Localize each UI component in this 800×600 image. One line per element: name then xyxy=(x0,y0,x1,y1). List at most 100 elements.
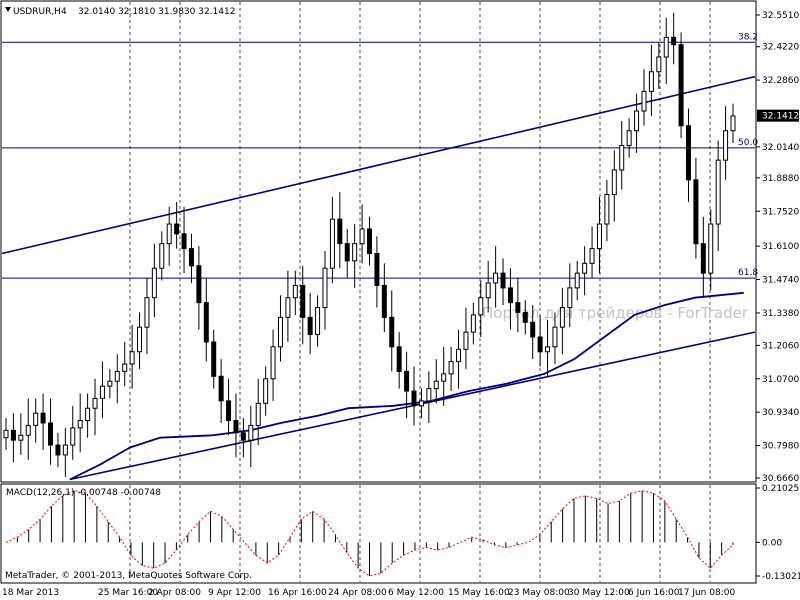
candle-body xyxy=(463,331,469,350)
price-tick-label: 31.6100 xyxy=(762,242,799,252)
candlestick xyxy=(292,270,298,315)
candlestick xyxy=(263,366,269,416)
candle-body xyxy=(233,420,239,434)
candlestick xyxy=(441,346,447,406)
candlestick xyxy=(411,366,417,426)
price-tick-label: 32.2860 xyxy=(762,76,799,86)
copyright-text: MetaTrader, © 2001-2013, MetaQuotes Soft… xyxy=(5,571,252,581)
candlestick xyxy=(433,359,439,404)
candlestick xyxy=(522,300,528,335)
candle-body xyxy=(315,307,321,336)
candlestick xyxy=(322,251,328,330)
candle-body xyxy=(641,90,647,112)
candle-body xyxy=(122,363,128,372)
price-panel[interactable] xyxy=(0,0,757,483)
candle-body xyxy=(25,424,31,436)
price-tick-label: 32.0140 xyxy=(762,143,799,153)
candlestick xyxy=(18,413,24,455)
candlestick xyxy=(619,120,625,190)
macd-tick-label: 0.00 xyxy=(762,538,782,548)
candlestick xyxy=(567,263,573,328)
candle-body xyxy=(70,427,76,446)
candlestick xyxy=(10,413,16,463)
time-tick-label: 18 Mar 2013 xyxy=(2,588,59,598)
price-tick-label: 31.0700 xyxy=(762,375,799,385)
candlestick xyxy=(648,44,654,116)
macd-axis: 0.21025 0.00 -0.13021 xyxy=(756,484,800,582)
candlestick xyxy=(552,312,558,365)
candle-body xyxy=(596,223,602,250)
candlestick xyxy=(374,236,380,308)
candlestick xyxy=(277,295,283,362)
candle-body xyxy=(352,243,358,262)
candlestick xyxy=(240,418,246,458)
candlestick xyxy=(114,354,120,404)
candle-body xyxy=(456,348,462,363)
candle-body xyxy=(99,385,105,399)
candle-body xyxy=(55,444,61,456)
time-tick-label: 25 Mar 16:00 xyxy=(98,588,158,598)
candle-body xyxy=(211,341,217,377)
candlestick xyxy=(99,361,105,419)
candlestick xyxy=(611,150,617,222)
time-tick-label: 24 Apr 08:00 xyxy=(328,588,387,598)
candlestick xyxy=(122,341,128,387)
candlesticks xyxy=(3,12,736,478)
candlestick xyxy=(137,312,143,369)
time-axis: 18 Mar 2013 25 Mar 16:002 Apr 08:00 9 Apr … xyxy=(2,588,735,598)
candlestick xyxy=(708,209,714,291)
candle-body xyxy=(18,434,24,441)
vertical-grid xyxy=(129,2,711,582)
candle-body xyxy=(589,248,595,264)
candle-body xyxy=(203,302,209,343)
time-tick-label: 9 Apr 12:00 xyxy=(208,588,261,598)
price-tick-label: 31.7520 xyxy=(762,207,799,217)
dropdown-arrow-icon[interactable] xyxy=(5,7,11,12)
candlestick xyxy=(196,246,202,330)
candlestick xyxy=(396,332,402,389)
candle-body xyxy=(107,380,113,387)
macd-signal-line xyxy=(5,490,734,577)
candlestick xyxy=(33,398,39,443)
candle-body xyxy=(478,297,484,316)
candlestick xyxy=(181,206,187,274)
price-tick-label: 32.5510 xyxy=(762,11,799,21)
candlestick xyxy=(604,179,610,242)
candle-body xyxy=(708,223,714,274)
candle-body xyxy=(515,302,521,313)
candle-body xyxy=(344,243,350,262)
candle-body xyxy=(292,284,298,299)
candlestick xyxy=(582,246,588,296)
candle-body xyxy=(322,267,328,309)
candle-body xyxy=(285,297,291,318)
candle-body xyxy=(151,267,157,299)
candlestick xyxy=(48,398,54,465)
candle-body xyxy=(500,272,506,289)
time-tick-label: 16 Apr 16:00 xyxy=(268,588,327,598)
current-price-tag: 32.1412 xyxy=(757,109,799,122)
candle-body xyxy=(604,194,610,225)
candle-body xyxy=(359,228,365,245)
candle-body xyxy=(255,402,261,426)
candle-body xyxy=(3,429,9,439)
price-tick-label: 32.4220 xyxy=(762,43,799,53)
candlestick xyxy=(634,93,640,153)
candlestick xyxy=(545,319,551,377)
candlestick xyxy=(671,12,677,65)
candle-body xyxy=(507,287,513,304)
candlestick xyxy=(478,280,484,338)
candlestick xyxy=(233,393,239,458)
candle-body xyxy=(374,253,380,286)
candle-body xyxy=(300,284,306,318)
candle-body xyxy=(218,375,224,402)
candlestick xyxy=(70,405,76,460)
watermark: Портал для трейдеров - ForTrader xyxy=(482,304,749,322)
candlestick xyxy=(641,69,647,126)
candle-body xyxy=(62,444,68,456)
candle-body xyxy=(114,370,120,382)
candlestick xyxy=(92,378,98,436)
candle-body xyxy=(426,388,432,402)
macd-panel[interactable] xyxy=(0,483,757,584)
candle-body xyxy=(537,336,543,353)
candlestick xyxy=(574,260,580,301)
